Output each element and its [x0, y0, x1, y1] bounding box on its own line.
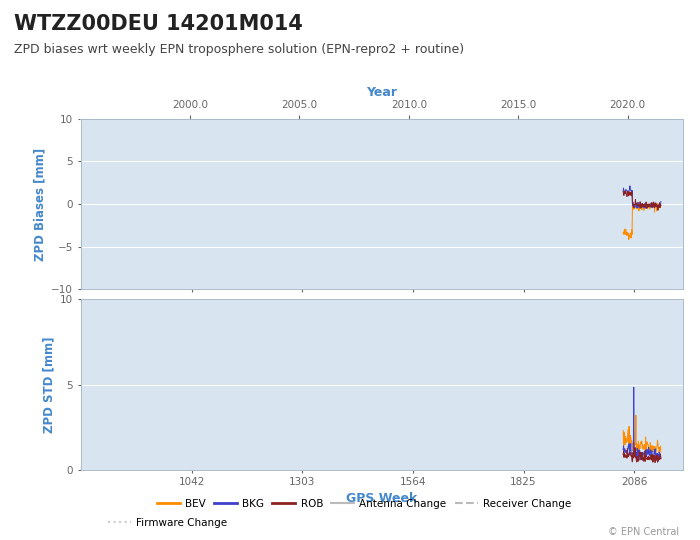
Text: ZPD biases wrt weekly EPN troposphere solution (EPN-repro2 + routine): ZPD biases wrt weekly EPN troposphere so… — [14, 43, 464, 56]
Y-axis label: ZPD STD [mm]: ZPD STD [mm] — [43, 336, 55, 433]
Y-axis label: ZPD Biases [mm]: ZPD Biases [mm] — [34, 147, 47, 261]
Text: WTZZ00DEU 14201M014: WTZZ00DEU 14201M014 — [14, 14, 303, 33]
X-axis label: Year: Year — [366, 86, 397, 99]
Legend: Firmware Change: Firmware Change — [104, 514, 232, 532]
Text: © EPN Central: © EPN Central — [608, 527, 679, 537]
Legend: BEV, BKG, ROB, Antenna Change, Receiver Change: BEV, BKG, ROB, Antenna Change, Receiver … — [153, 495, 575, 513]
X-axis label: GPS Week: GPS Week — [346, 491, 417, 504]
